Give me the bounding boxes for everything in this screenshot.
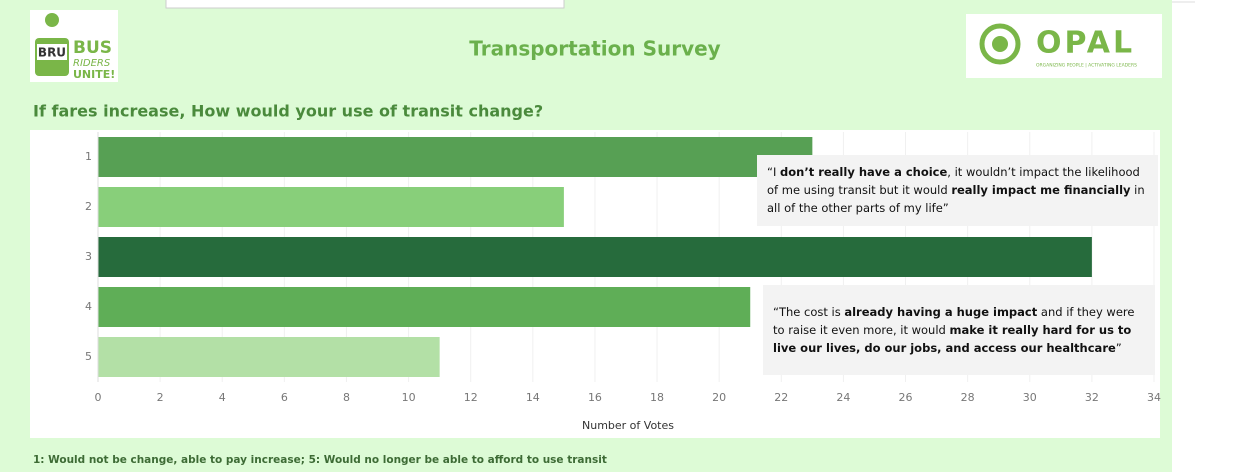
x-tick-label: 26 (899, 391, 913, 404)
x-tick-label: 34 (1147, 391, 1161, 404)
quote-text: don’t really have a choice (780, 165, 948, 179)
y-tick-label: 2 (85, 200, 92, 213)
badge-bg (37, 44, 67, 60)
x-tick-label: 20 (712, 391, 726, 404)
x-tick-label: 12 (464, 391, 478, 404)
x-tick-label: 16 (588, 391, 602, 404)
quote-text: really impact me financially (951, 183, 1131, 197)
bar (98, 137, 813, 177)
x-axis-label: Number of Votes (582, 419, 674, 432)
quote-text: make it really hard for us to live our l… (773, 323, 1132, 355)
logo-badge: BRU (38, 46, 66, 60)
x-tick-label: 10 (402, 391, 416, 404)
bar (98, 237, 1092, 277)
bar (98, 287, 751, 327)
opal-icon (979, 23, 1021, 65)
quote-text: , it wouldn’t impact the likelihood of m… (767, 165, 1140, 197)
logo-text: RIDERS (73, 58, 111, 69)
logo-text: UNITE! (73, 68, 115, 81)
y-tick-label: 3 (85, 250, 92, 263)
y-tick-label: 5 (85, 350, 92, 363)
x-tick-label: 24 (836, 391, 850, 404)
x-tick-label: 22 (774, 391, 788, 404)
bar (98, 337, 440, 377)
quote-text: “I (767, 165, 781, 179)
chart-subtitle: If fares increase, How would your use of… (33, 102, 543, 121)
logo-tagline: ORGANIZING PEOPLE | ACTIVATING LEADERS (1036, 63, 1137, 69)
x-tick-label: 28 (961, 391, 975, 404)
x-tick-label: 4 (219, 391, 226, 404)
quote-text: and if they were to raise it even more, … (773, 305, 1135, 337)
logo-name: OPAL (1036, 26, 1135, 61)
x-tick-label: 30 (1023, 391, 1037, 404)
x-tick-label: 6 (281, 391, 288, 404)
search-box[interactable] (165, 0, 565, 9)
quote-box: “The cost is already having a huge impac… (763, 285, 1155, 375)
x-tick-label: 32 (1085, 391, 1099, 404)
x-tick-label: 0 (95, 391, 102, 404)
x-tick-label: 14 (526, 391, 540, 404)
quote-text: “The cost is (773, 305, 845, 319)
x-tick-label: 18 (650, 391, 664, 404)
bar (98, 187, 564, 227)
y-tick-label: 1 (85, 150, 92, 163)
y-tick-label: 4 (85, 300, 92, 313)
person-icon (45, 13, 59, 27)
x-tick-label: 8 (343, 391, 350, 404)
quote-text: in all of the other parts of my life” (767, 183, 1145, 215)
footnote: 1: Would not be change, able to pay incr… (33, 454, 607, 466)
chart-title: Transportation Survey (469, 37, 720, 61)
quote-text: ” (1115, 341, 1122, 355)
logo-text: BUS (73, 38, 112, 58)
x-tick-label: 2 (157, 391, 164, 404)
quote-box: “I don’t really have a choice, it wouldn… (757, 155, 1158, 226)
quote-text: already having a huge impact (844, 305, 1038, 319)
opal-icon-core (992, 36, 1008, 52)
